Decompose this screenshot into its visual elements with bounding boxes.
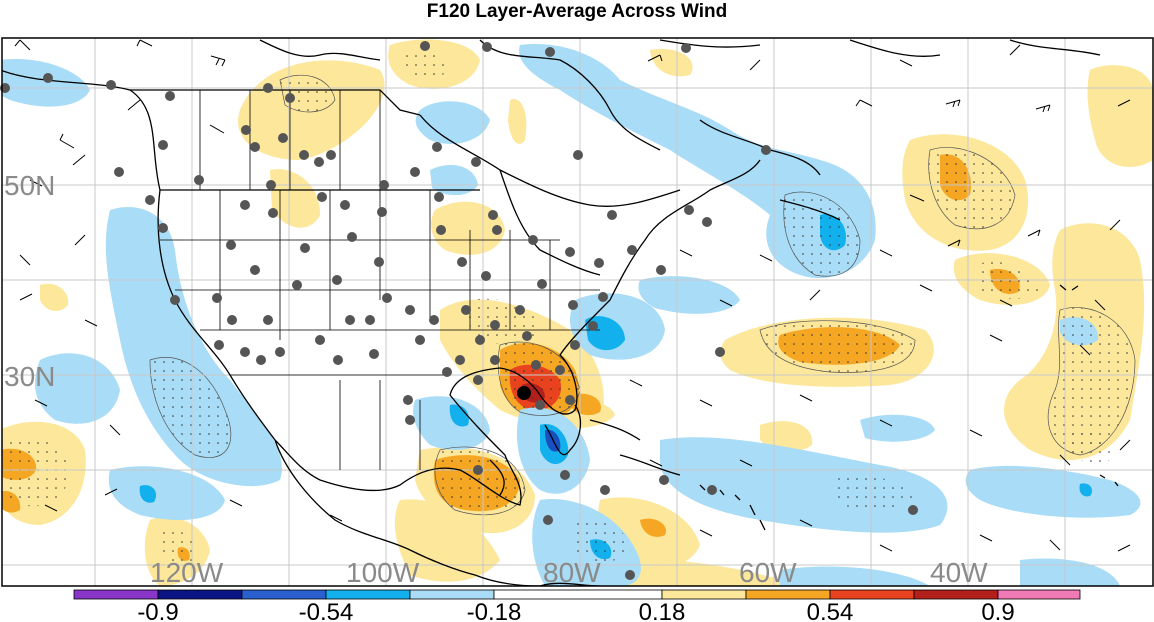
colorbar-swatch [241, 589, 327, 600]
contour-lines [149, 74, 1136, 516]
colorbar-label: -0.54 [299, 599, 354, 622]
colorbar-swatch [73, 589, 159, 600]
colorbar-swatch [409, 589, 495, 600]
target-point-marker [517, 386, 531, 400]
coastlines-and-borders [2, 39, 1119, 586]
lat-lon-grid [2, 38, 1153, 586]
colorbar-swatch [913, 589, 999, 600]
colorbar-swatch [661, 589, 747, 600]
colorbar: -0.9 -0.54 -0.18 0.18 0.54 0.9 [73, 589, 1081, 622]
map-frame [1, 37, 1154, 587]
colorbar-swatch [325, 589, 411, 600]
colorbar-swatch [997, 589, 1081, 600]
lon-label-80w: 80W [543, 557, 601, 588]
colorbar-label: -0.18 [467, 599, 522, 622]
colorbar-swatch [493, 589, 663, 600]
colorbar-label: 0.18 [639, 599, 686, 622]
chart-title: F120 Layer-Average Across Wind [426, 1, 728, 22]
lon-label-60w: 60W [739, 557, 797, 588]
lon-label-40w: 40W [930, 557, 988, 588]
station-markers [0, 41, 918, 580]
colorbar-swatch [157, 589, 243, 600]
lat-label-30n: 30N [4, 361, 55, 392]
lon-label-120w: 120W [150, 557, 224, 588]
wind-barbs [14, 39, 1131, 552]
colorbar-label: 0.54 [807, 599, 854, 622]
state-borders [160, 90, 600, 470]
colorbar-label: 0.9 [981, 599, 1014, 622]
anomaly-shading [2, 39, 1153, 586]
colorbar-label: -0.9 [137, 599, 178, 622]
colorbar-swatch [829, 589, 915, 600]
lon-label-100w: 100W [346, 557, 420, 588]
weak-negative-areas [2, 44, 1141, 586]
lat-label-50n: 50N [4, 170, 55, 201]
colorbar-swatch [745, 589, 831, 600]
